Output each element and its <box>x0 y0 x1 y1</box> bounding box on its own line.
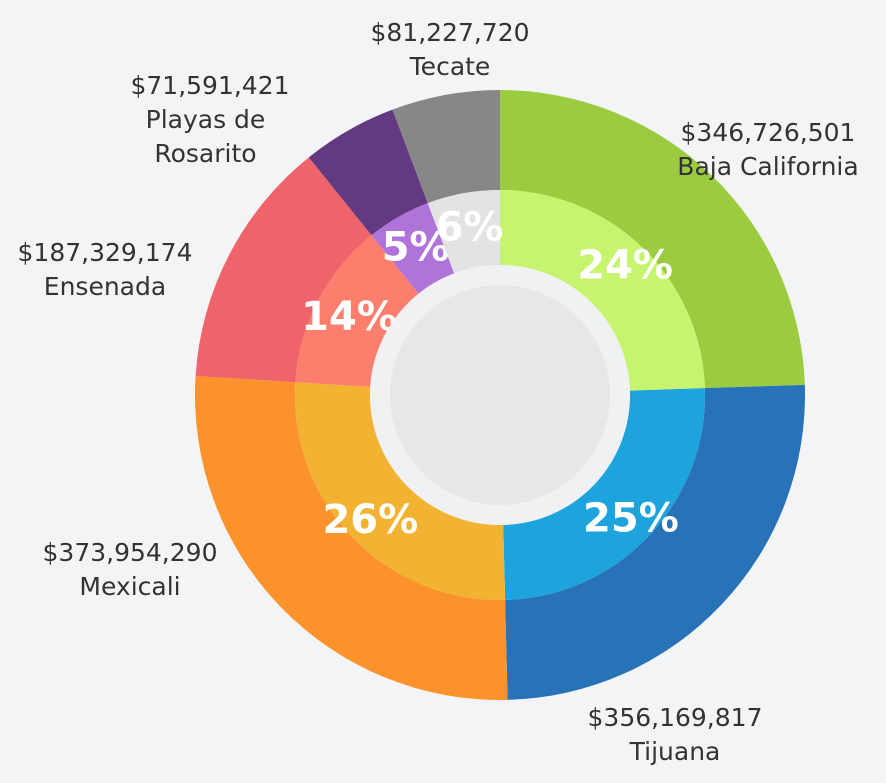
percent-label: 24% <box>577 243 673 289</box>
value-label: $81,227,720 <box>370 18 530 47</box>
outer-slice <box>392 90 500 204</box>
category-label: Mexicali <box>79 572 181 601</box>
slice-label: $187,329,174 Ensenada <box>18 236 193 304</box>
category-label: Tecate <box>409 52 491 81</box>
value-label: $346,726,501 <box>680 118 856 147</box>
inner-slice <box>295 235 419 387</box>
slice-label: $71,591,421 Playas de Rosarito <box>130 69 289 171</box>
inner-slice <box>500 190 705 391</box>
percent-label: 6% <box>436 205 504 251</box>
value-label: $187,329,174 <box>17 238 193 267</box>
value-label: $373,954,290 <box>42 538 218 567</box>
category-label: Tijuana <box>629 737 721 766</box>
slice-label: $346,726,501 Baja California <box>677 116 858 184</box>
slice-label: $356,169,817 Tijuana <box>588 701 763 769</box>
outer-slice <box>195 157 372 383</box>
value-label: $71,591,421 <box>130 71 290 100</box>
category-label: Ensenada <box>43 272 167 301</box>
outer-slice <box>195 375 508 700</box>
category-label: Baja California <box>677 152 859 181</box>
inner-slice <box>294 382 506 600</box>
slice-label: $81,227,720 Tecate <box>370 16 529 84</box>
percent-label: 25% <box>583 496 679 542</box>
inner-slice <box>503 388 705 600</box>
category-label: Playas de Rosarito <box>145 105 266 168</box>
center-disc <box>390 285 610 505</box>
value-label: $356,169,817 <box>587 703 763 732</box>
inner-slice <box>371 203 455 294</box>
inner-slice <box>427 190 500 274</box>
slice-label: $373,954,290 Mexicali <box>43 536 218 604</box>
outer-slice <box>505 384 806 700</box>
outer-slice <box>308 109 428 236</box>
percent-label: 26% <box>322 497 418 543</box>
outer-slice <box>500 90 805 389</box>
percent-label: 14% <box>301 294 397 340</box>
percent-label: 5% <box>382 224 450 270</box>
